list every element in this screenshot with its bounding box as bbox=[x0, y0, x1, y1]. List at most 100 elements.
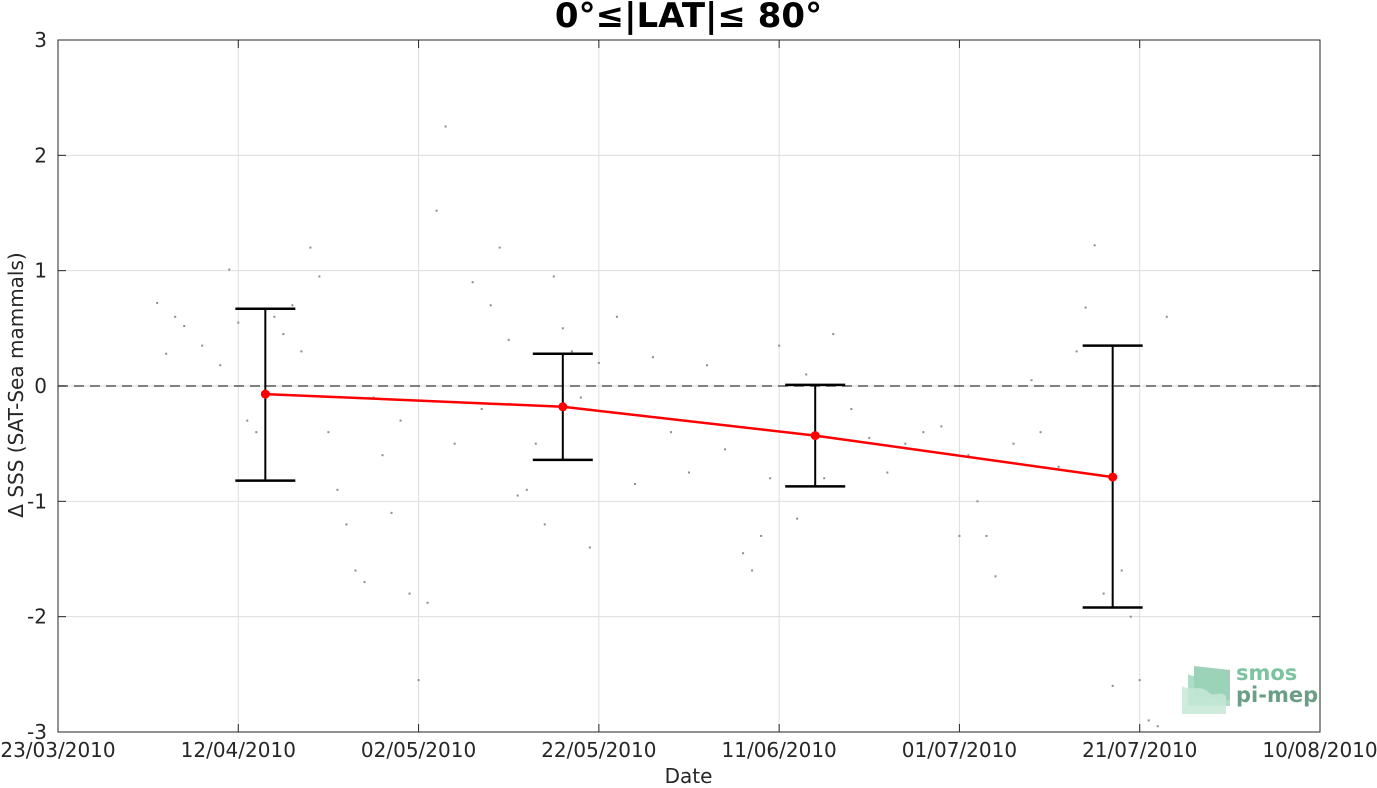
axes-box bbox=[57, 39, 1321, 733]
scatter-point bbox=[1030, 379, 1033, 382]
x-tick-label: 01/07/2010 bbox=[902, 738, 1017, 762]
scatter-point bbox=[471, 281, 474, 284]
scatter-point bbox=[426, 601, 429, 604]
scatter-point bbox=[796, 517, 799, 520]
y-tick-label: 3 bbox=[34, 28, 47, 52]
scatter-point bbox=[1129, 615, 1132, 618]
scatter-point bbox=[399, 419, 402, 422]
mean-marker bbox=[810, 431, 820, 441]
mean-marker bbox=[260, 389, 270, 399]
scatter-point bbox=[967, 454, 970, 457]
scatter-point bbox=[435, 209, 438, 212]
scatter-point bbox=[255, 431, 258, 434]
scatter-point bbox=[1165, 315, 1168, 318]
scatter-point bbox=[156, 301, 159, 304]
scatter-point bbox=[1057, 465, 1060, 468]
scatter-point bbox=[922, 431, 925, 434]
scatter-point bbox=[444, 125, 447, 128]
scatter-point bbox=[390, 511, 393, 514]
chart-title: 0°≤|LAT|≤ 80° bbox=[554, 0, 823, 36]
x-tick-label: 02/05/2010 bbox=[361, 738, 476, 762]
scatter-point bbox=[273, 315, 276, 318]
scatter-point bbox=[1012, 442, 1015, 445]
scatter-point bbox=[318, 275, 321, 278]
scatter-point bbox=[940, 425, 943, 428]
scatter-point bbox=[1138, 679, 1141, 682]
smos-pi-mep-logo: smos pi-mep bbox=[1180, 662, 1320, 718]
scatter-point bbox=[336, 488, 339, 491]
mean-series bbox=[235, 307, 1143, 609]
scatter-point bbox=[345, 523, 348, 526]
scatter-point bbox=[201, 344, 204, 347]
scatter-point bbox=[183, 325, 186, 328]
scatter-point bbox=[561, 327, 564, 330]
scatter-point bbox=[1111, 684, 1114, 687]
mean-line bbox=[265, 392, 1113, 479]
mean-marker bbox=[1108, 472, 1118, 482]
scatter-point bbox=[724, 448, 727, 451]
scatter-point bbox=[1156, 725, 1159, 728]
scatter-point bbox=[1084, 306, 1087, 309]
x-tick-label: 22/05/2010 bbox=[541, 738, 656, 762]
y-tick-label: 0 bbox=[34, 374, 47, 398]
y-tick-labels: -3 -2 -1 0 1 2 3 bbox=[27, 28, 47, 744]
scatter-point bbox=[760, 534, 763, 537]
scatter-point bbox=[832, 333, 835, 336]
scatter-point bbox=[228, 268, 231, 271]
y-tick-label: -3 bbox=[27, 720, 47, 744]
scatter-point bbox=[534, 442, 537, 445]
scatter-point bbox=[805, 373, 808, 376]
scatter-point bbox=[507, 338, 510, 341]
scatter-point bbox=[453, 442, 456, 445]
axes bbox=[57, 39, 1321, 733]
scatter-points bbox=[156, 125, 1168, 728]
scatter-point bbox=[588, 546, 591, 549]
scatter-point bbox=[751, 569, 754, 572]
x-tick-label: 12/04/2010 bbox=[181, 738, 296, 762]
scatter-point bbox=[688, 471, 690, 474]
scatter-point bbox=[1093, 244, 1096, 247]
scatter-point bbox=[868, 436, 871, 439]
scatter-point bbox=[742, 552, 745, 555]
scatter-point bbox=[525, 488, 528, 491]
scatter-point bbox=[985, 534, 988, 537]
scatter-point bbox=[516, 494, 519, 497]
scatter-point bbox=[219, 364, 222, 367]
scatter-point bbox=[1102, 592, 1105, 595]
scatter-point bbox=[543, 523, 546, 526]
x-axis-label: Date bbox=[664, 764, 713, 788]
scatter-point bbox=[994, 575, 997, 578]
x-tick-label: 10/08/2010 bbox=[1262, 738, 1377, 762]
y-tick-label: 1 bbox=[34, 259, 47, 283]
scatter-point bbox=[174, 315, 177, 318]
scatter-point bbox=[1075, 350, 1078, 353]
scatter-point bbox=[886, 471, 889, 474]
logo-text-pi-mep: pi-mep bbox=[1236, 683, 1319, 707]
scatter-point bbox=[291, 304, 294, 307]
scatter-point bbox=[850, 408, 853, 411]
scatter-point bbox=[633, 483, 636, 486]
scatter-point bbox=[480, 408, 483, 411]
y-tick-label: -2 bbox=[27, 605, 47, 629]
scatter-point bbox=[958, 534, 961, 537]
scatter-point bbox=[237, 321, 240, 324]
scatter-point bbox=[363, 581, 366, 584]
scatter-point bbox=[570, 350, 573, 353]
scatter-point bbox=[300, 350, 303, 353]
y-axis-label: Δ SSS (SAT-Sea mammals) bbox=[4, 252, 28, 518]
scatter-point bbox=[706, 364, 709, 367]
scatter-point bbox=[354, 569, 357, 572]
x-tick-label: 21/07/2010 bbox=[1082, 738, 1197, 762]
scatter-point bbox=[976, 500, 979, 503]
scatter-point bbox=[1120, 569, 1123, 572]
y-tick-label: -1 bbox=[27, 489, 47, 513]
logo-text-smos: smos bbox=[1236, 661, 1298, 685]
x-tick-label: 23/03/2010 bbox=[0, 738, 115, 762]
mean-marker bbox=[558, 402, 568, 412]
scatter-point bbox=[1147, 719, 1150, 722]
scatter-point bbox=[778, 344, 781, 347]
scatter-point bbox=[498, 246, 501, 249]
scatter-point bbox=[769, 477, 772, 480]
scatter-point bbox=[282, 333, 285, 336]
